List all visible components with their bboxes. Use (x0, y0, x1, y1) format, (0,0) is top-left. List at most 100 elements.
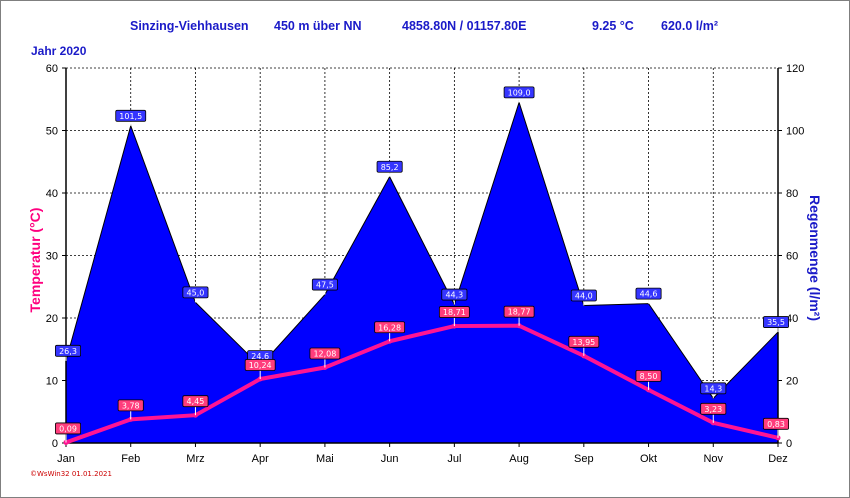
temp-label: 10,24 (244, 359, 276, 371)
rain-label-text: 44,6 (640, 290, 658, 299)
rain-label-box (182, 286, 209, 299)
y-tick-label-right: 0 (786, 438, 792, 450)
y-tick-label-right: 80 (786, 188, 798, 200)
temp-label-box (438, 306, 470, 318)
temp-label-box (244, 359, 276, 371)
rain-label: 35,5 (763, 316, 790, 328)
rain-label-text: 44,3 (445, 291, 463, 300)
temp-label-text: 0,83 (767, 420, 785, 429)
y-tick-label-right: 40 (786, 313, 798, 325)
temp-label: 0,83 (763, 417, 790, 430)
rain-label: 45,0 (182, 286, 209, 299)
rain-label-text: 47,5 (316, 281, 334, 290)
x-tick-label: Sep (574, 453, 594, 465)
data-labels: 26,3 101,5 45,0 24,6 47,5 85,2 44,3 109,0 44,0 44… (55, 86, 790, 443)
y-axis-left-title: Temperatur (°C) (27, 207, 43, 313)
temp-label-text: 16,28 (378, 323, 401, 332)
x-tick-label: Jul (447, 453, 461, 465)
y-tick-label-left: 50 (46, 126, 58, 138)
temp-label-text: 13,95 (572, 338, 595, 347)
x-tick-label: Mrz (186, 453, 204, 465)
rain-label: 26,3 (55, 344, 82, 357)
temp-label-text: 3,78 (122, 401, 140, 410)
y-tick-label-right: 100 (786, 126, 804, 138)
temp-label-text: 18,77 (508, 308, 531, 317)
rain-label-text: 101,5 (119, 112, 142, 121)
temp-label-box (117, 399, 144, 412)
x-tick-label: Feb (121, 453, 140, 465)
temp-label-text: 18,71 (443, 308, 466, 317)
rain-label-box (503, 86, 535, 99)
x-tick-label: Dez (768, 453, 788, 465)
temp-label-text: 4,45 (187, 397, 205, 406)
temp-label-box (182, 395, 209, 408)
rain-label-box (115, 109, 147, 122)
temp-label-box (55, 422, 82, 435)
temp-label-text: 8,50 (640, 372, 658, 381)
temp-label-text: 3,23 (704, 405, 722, 414)
rain-label-box (570, 289, 597, 302)
footer-note: ©WsWin32 01.01.2021 (30, 470, 112, 478)
station-elevation: 450 m über NN (274, 19, 362, 33)
x-tick-label: Jun (381, 453, 399, 465)
temp-label: 0,09 (55, 422, 82, 435)
tick-labels: 0 10 20 30 40 50 60 0 20 40 60 80 100 120 Jan Feb Mrz Apr… (46, 63, 805, 465)
rain-label: 85,2 (376, 160, 403, 173)
rain-label-box (700, 382, 727, 395)
temp-label: 12,08 (309, 347, 341, 360)
rain-label-box (441, 288, 468, 301)
y-tick-label-left: 60 (46, 63, 58, 75)
y-tick-label-right: 20 (786, 376, 798, 388)
temp-label-box (503, 305, 535, 318)
temp-label: 18,71 (438, 306, 470, 318)
temp-label-box (700, 402, 727, 415)
rain-label-text: 35,5 (767, 318, 785, 327)
x-tick-label: Aug (509, 453, 529, 465)
y-tick-label-left: 10 (46, 376, 58, 388)
temperature-polyline (64, 323, 780, 445)
x-tick-label: Mai (316, 453, 334, 465)
rain-label-text: 14,3 (704, 384, 722, 393)
rain-label-text: 45,0 (187, 288, 205, 297)
y-axis-right-title: Regenmenge (l/m²) (807, 194, 823, 322)
rain-label: 109,0 (503, 86, 535, 99)
y-tick-label-left: 20 (46, 313, 58, 325)
temp-label-box (374, 321, 406, 334)
rain-label-text: 44,0 (575, 292, 593, 301)
x-tick-label: Nov (703, 453, 723, 465)
y-tick-label-left: 0 (52, 438, 58, 450)
temp-label: 3,23 (700, 402, 727, 415)
x-tick-label: Okt (640, 453, 657, 465)
rain-label: 14,3 (700, 382, 727, 395)
rain-label-box (376, 160, 403, 173)
y-tick-label-left: 30 (46, 251, 58, 263)
rain-label-box (55, 344, 82, 357)
mean-temperature: 9.25 °C (592, 19, 634, 33)
temp-label: 3,78 (117, 399, 144, 412)
axes (62, 67, 782, 447)
x-tick-label: Apr (252, 453, 269, 465)
rain-area (65, 100, 779, 444)
temp-label-box (635, 369, 662, 382)
temp-label-box (309, 347, 341, 360)
temp-label-text: 12,08 (313, 350, 336, 359)
rain-label-box (763, 316, 790, 328)
temp-label: 18,77 (503, 305, 535, 318)
temp-label-text: 10,24 (249, 361, 272, 370)
temp-label: 4,45 (182, 395, 209, 408)
temp-label: 13,95 (568, 335, 600, 348)
temp-label-box (763, 417, 790, 430)
rain-label: 44,0 (570, 289, 597, 302)
station-name: Sinzing-Viehhausen (130, 19, 249, 33)
rain-label-box (311, 278, 338, 291)
y-tick-label-left: 40 (46, 188, 58, 200)
rain-label-text: 24,6 (251, 352, 269, 361)
rain-label-text: 109,0 (508, 88, 531, 97)
rain-area-shape (65, 100, 779, 444)
total-rainfall: 620.0 l/m² (661, 19, 718, 33)
temp-label-text: 0,09 (59, 424, 77, 433)
x-tick-label: Jan (57, 453, 75, 465)
temp-label: 16,28 (374, 321, 406, 334)
y-tick-label-right: 120 (786, 63, 804, 75)
